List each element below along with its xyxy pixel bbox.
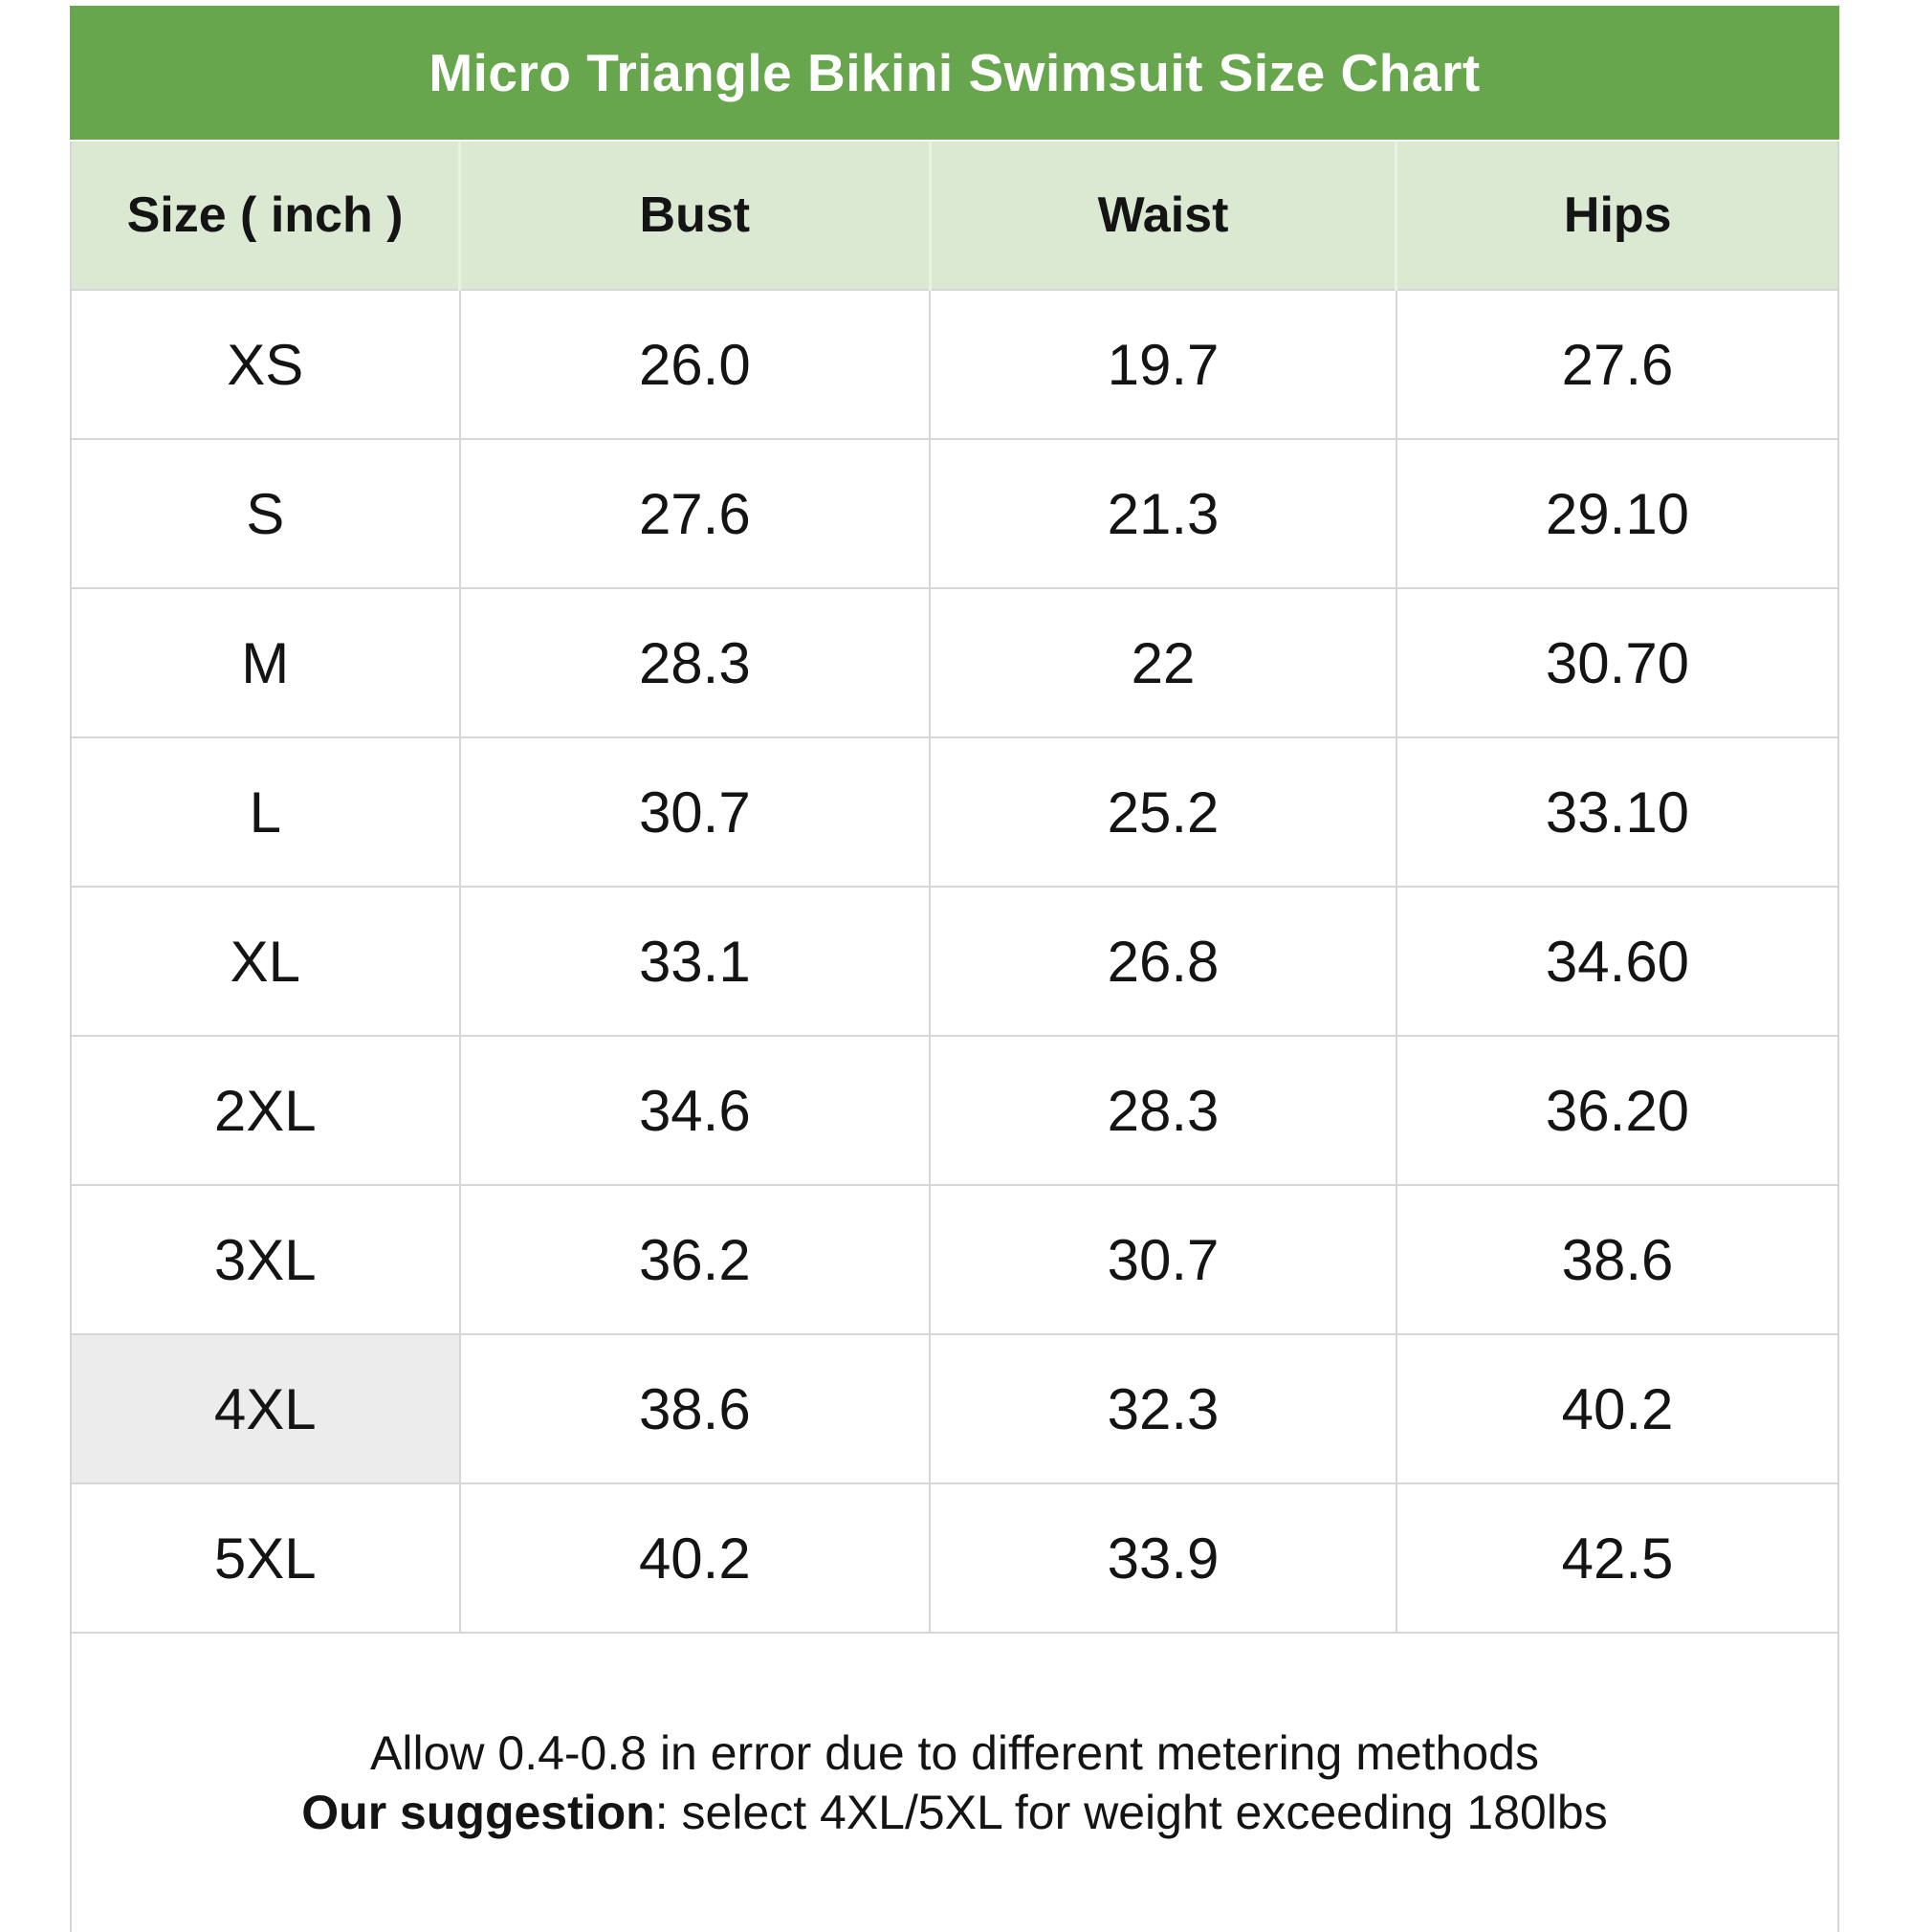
chart-title-bar: Micro Triangle Bikini Swimsuit Size Char…: [70, 6, 1839, 140]
hips-cell: 34.60: [1396, 886, 1838, 1036]
hips-cell: 42.5: [1396, 1482, 1838, 1633]
size-cell: XL: [71, 886, 461, 1036]
footer-row: Allow 0.4-0.8 in error due to different …: [71, 1632, 1838, 1932]
hips-cell: 40.2: [1396, 1333, 1838, 1483]
size-table: Size ( inch ) Bust Waist Hips XS 26.0 19…: [70, 142, 1839, 1932]
table-row: 5XL 40.2 33.9 42.5: [71, 1482, 1838, 1633]
waist-cell: 25.2: [930, 736, 1397, 887]
bust-cell: 28.3: [459, 587, 932, 737]
size-cell: 5XL: [71, 1482, 461, 1633]
col-header-waist: Waist: [930, 142, 1398, 290]
bust-cell: 34.6: [459, 1035, 932, 1185]
header-row: Size ( inch ) Bust Waist Hips: [71, 142, 1838, 290]
waist-cell: 21.3: [930, 438, 1397, 588]
waist-cell: 26.8: [930, 886, 1397, 1036]
table-row: XL 33.1 26.8 34.60: [71, 886, 1838, 1036]
waist-cell: 30.7: [930, 1184, 1397, 1334]
bust-cell: 40.2: [459, 1482, 932, 1633]
table-row: 2XL 34.6 28.3 36.20: [71, 1035, 1838, 1185]
col-header-bust: Bust: [459, 142, 932, 290]
size-cell: L: [71, 736, 461, 887]
hips-cell: 29.10: [1396, 438, 1838, 588]
table-row: 4XL 38.6 32.3 40.2: [71, 1333, 1838, 1483]
bust-cell: 30.7: [459, 736, 932, 887]
footer-note: Allow 0.4-0.8 in error due to different …: [71, 1632, 1838, 1932]
col-header-size: Size ( inch ): [71, 142, 462, 290]
hips-cell: 27.6: [1396, 289, 1838, 439]
table-row: S 27.6 21.3 29.10: [71, 438, 1838, 588]
bust-cell: 27.6: [459, 438, 932, 588]
chart-title: Micro Triangle Bikini Swimsuit Size Char…: [429, 43, 1481, 102]
bust-cell: 36.2: [459, 1184, 932, 1334]
size-cell: 4XL: [71, 1333, 461, 1483]
bust-cell: 33.1: [459, 886, 932, 1036]
footer-suggestion-label: Our suggestion: [301, 1786, 655, 1839]
waist-cell: 22: [930, 587, 1397, 737]
table-row: 3XL 36.2 30.7 38.6: [71, 1184, 1838, 1334]
size-cell: 2XL: [71, 1035, 461, 1185]
waist-cell: 19.7: [930, 289, 1397, 439]
hips-cell: 30.70: [1396, 587, 1838, 737]
hips-cell: 38.6: [1396, 1184, 1838, 1334]
table-row: XS 26.0 19.7 27.6: [71, 289, 1838, 439]
table-row: L 30.7 25.2 33.10: [71, 736, 1838, 887]
table-row: M 28.3 22 30.70: [71, 587, 1838, 737]
bust-cell: 38.6: [459, 1333, 932, 1483]
size-cell: XS: [71, 289, 461, 439]
col-header-hips: Hips: [1396, 142, 1838, 290]
size-cell: S: [71, 438, 461, 588]
bust-cell: 26.0: [459, 289, 932, 439]
footer-line-2: Our suggestion: select 4XL/5XL for weigh…: [73, 1783, 1836, 1842]
waist-cell: 33.9: [930, 1482, 1397, 1633]
size-chart: Micro Triangle Bikini Swimsuit Size Char…: [70, 6, 1839, 1932]
size-cell: M: [71, 587, 461, 737]
footer-line-1: Allow 0.4-0.8 in error due to different …: [370, 1726, 1539, 1780]
waist-cell: 28.3: [930, 1035, 1397, 1185]
size-cell: 3XL: [71, 1184, 461, 1334]
hips-cell: 36.20: [1396, 1035, 1838, 1185]
waist-cell: 32.3: [930, 1333, 1397, 1483]
footer-suggestion-text: : select 4XL/5XL for weight exceeding 18…: [654, 1786, 1608, 1839]
hips-cell: 33.10: [1396, 736, 1838, 887]
